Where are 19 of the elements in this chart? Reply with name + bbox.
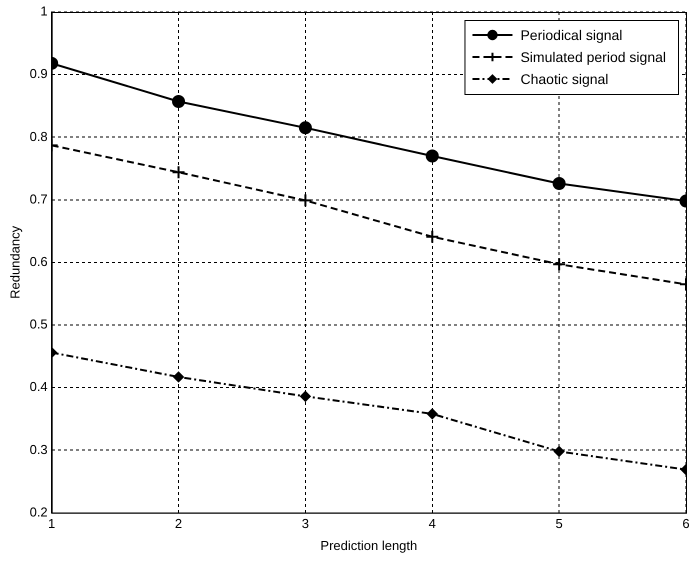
y-tick-label: 0.6: [30, 254, 48, 269]
y-tick-label: 0.7: [30, 191, 48, 206]
y-tick-label: 0.4: [30, 379, 48, 394]
legend-label: Chaotic signal: [520, 70, 608, 87]
y-tick-label: 0.5: [30, 316, 48, 332]
y-tick-label: 0.3: [30, 442, 48, 457]
y-tick-label: 0.2: [30, 504, 48, 520]
x-tick-label: 5: [556, 516, 563, 532]
x-tick-label: 2: [174, 516, 182, 532]
legend-label: Periodical signal: [520, 26, 622, 43]
legend-label: Simulated period signal: [520, 48, 666, 65]
y-tick-label: 0.8: [30, 128, 48, 144]
x-tick-label: 4: [428, 516, 436, 532]
x-tick-label: 3: [302, 516, 310, 532]
x-tick-label: 6: [682, 516, 690, 532]
x-axis-title: Prediction length: [320, 538, 418, 553]
y-tick-label: 0.9: [30, 66, 48, 82]
y-axis-title: Redundancy: [7, 225, 22, 299]
y-tick-label: 1: [40, 4, 48, 19]
